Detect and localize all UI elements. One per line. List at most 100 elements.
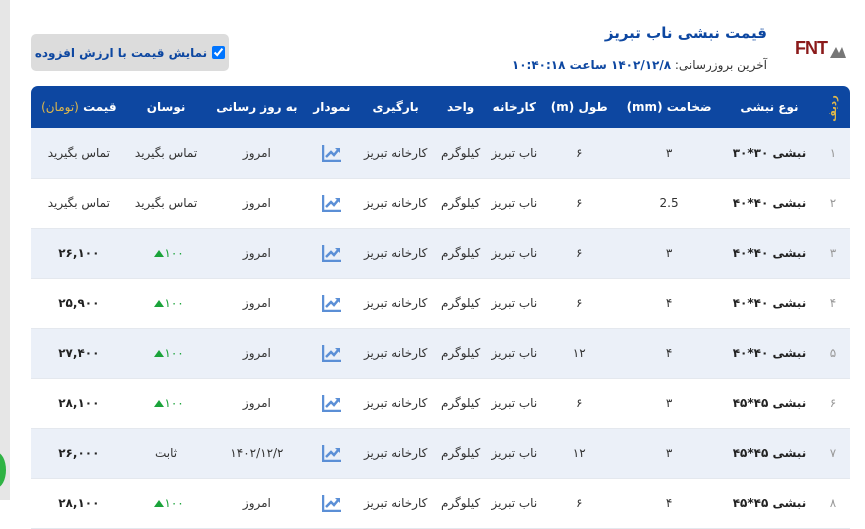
column-header: نوسان: [127, 86, 206, 128]
cell-len: ۶: [576, 196, 583, 210]
column-header: نوع نبشی: [723, 86, 816, 128]
cell-price: ۲۶,۰۰۰: [58, 446, 100, 460]
chart-icon[interactable]: [321, 494, 342, 513]
cell-price: ۲۸,۱۰۰: [58, 396, 100, 410]
cell-change: ۱۰۰: [127, 378, 206, 428]
column-header: ردیف: [816, 86, 850, 128]
cell-name: نبشی ۴۰*۴۰: [732, 296, 807, 310]
cell-thick: ۳: [665, 246, 673, 260]
chart-icon[interactable]: [321, 244, 342, 263]
cell-thick: ۴: [665, 296, 673, 310]
cell-len: ۶: [576, 145, 583, 160]
cell-chart: [308, 178, 355, 228]
up-arrow-icon: [154, 250, 165, 257]
chart-icon[interactable]: [321, 144, 342, 162]
floating-button[interactable]: [0, 452, 6, 488]
cell-change: تماس بگیرید: [127, 128, 206, 178]
vat-checkbox[interactable]: [212, 46, 226, 59]
cell-price: ۲۵,۹۰۰: [58, 296, 100, 310]
up-arrow-icon: [154, 300, 165, 307]
cell-thick: 2.5: [659, 196, 679, 210]
cell-price: ۲۸,۱۰۰: [58, 496, 100, 510]
cell-name: نبشی ۳۰*۳۰: [732, 145, 807, 160]
column-header: نمودار: [308, 86, 355, 128]
cell-len: ۶: [576, 296, 583, 310]
cell-upd: امروز: [242, 246, 271, 260]
cell-idx: ۵: [829, 346, 837, 360]
cell-thick: ۴: [665, 496, 673, 510]
cell-idx: ۲: [829, 196, 837, 210]
cell-upd: امروز: [242, 396, 271, 410]
cell-chart: [308, 478, 355, 528]
logo-text: FNT: [795, 38, 828, 58]
column-header-label: ردیف: [827, 95, 839, 122]
cell-unit: کیلوگرم: [440, 446, 481, 460]
cell-load: کارخانه تبریز: [363, 145, 428, 160]
cell-upd: امروز: [242, 296, 271, 310]
cell-chart: [308, 378, 355, 428]
cell-factory: ناب تبریز: [491, 145, 538, 160]
cell-price: تماس بگیرید: [47, 145, 110, 160]
cell-name: نبشی ۴۰*۴۰: [732, 246, 807, 260]
cell-unit: کیلوگرم: [440, 396, 481, 410]
logo: FNT: [795, 38, 847, 59]
chart-icon[interactable]: [321, 194, 342, 213]
cell-name: نبشی ۴۵*۴۵: [732, 446, 807, 460]
column-header-label: نوع نبشی: [740, 100, 799, 114]
cell-upd: امروز: [242, 496, 271, 510]
column-header-label: به روز رسانی: [216, 100, 298, 114]
column-header: واحد: [436, 86, 486, 128]
change-value: ۱۰۰: [164, 296, 184, 310]
cell-unit: کیلوگرم: [440, 196, 481, 210]
table-row: ۵ نبشی ۴۰*۴۰ ۴ ۱۲ ناب تبریز کیلوگرم کارخانه تب…: [31, 328, 850, 378]
cell-thick: ۳: [665, 396, 673, 410]
cell-thick: ۴: [665, 346, 673, 360]
cell-price: ۲۷,۴۰۰: [58, 346, 100, 360]
cell-idx: ۴: [829, 296, 837, 310]
column-header-label: قیمت: [83, 100, 117, 114]
cell-factory: ناب تبریز: [491, 446, 538, 460]
up-arrow-icon: [154, 350, 165, 357]
cell-factory: ناب تبریز: [491, 246, 538, 260]
price-unit: (تومان): [41, 100, 79, 114]
cell-unit: کیلوگرم: [440, 346, 481, 360]
cell-name: نبشی ۴۵*۴۵: [732, 496, 807, 510]
cell-factory: ناب تبریز: [491, 296, 538, 310]
cell-chart: [308, 328, 355, 378]
cell-name: نبشی ۴۰*۴۰: [732, 196, 807, 210]
chart-icon[interactable]: [321, 344, 342, 363]
cell-chart: [308, 228, 355, 278]
vat-toggle[interactable]: نمایش قیمت با ارزش افزوده: [31, 34, 229, 71]
cell-idx: ۶: [829, 396, 837, 410]
cell-upd: امروز: [242, 145, 271, 160]
column-header: کارخانه: [485, 86, 543, 128]
cell-len: ۱۲: [572, 446, 586, 460]
chart-icon[interactable]: [321, 394, 342, 413]
change-value: تماس بگیرید: [134, 145, 198, 160]
last-update: آخرین بروزرسانی: ۱۴۰۲/۱۲/۸ ساعت ۱۰:۴۰:۱۸: [512, 58, 767, 72]
cell-factory: ناب تبریز: [491, 396, 538, 410]
table-row: ۸ نبشی ۴۵*۴۵ ۴ ۶ ناب تبریز کیلوگرم کارخانه تبر…: [31, 478, 850, 528]
last-update-value: ۱۴۰۲/۱۲/۸ ساعت ۱۰:۴۰:۱۸: [511, 58, 672, 72]
up-arrow-icon: [154, 400, 165, 407]
cell-unit: کیلوگرم: [440, 246, 481, 260]
cell-load: کارخانه تبریز: [363, 346, 428, 360]
cell-name: نبشی ۴۰*۴۰: [732, 346, 807, 360]
cell-len: ۶: [576, 496, 583, 510]
column-header: بارگیری: [356, 86, 436, 128]
table-row: ۲ نبشی ۴۰*۴۰ 2.5 ۶ ناب تبریز کیلوگرم کارخانه ت…: [31, 178, 850, 228]
cell-chart: [308, 128, 355, 178]
cell-change: ۱۰۰: [127, 478, 206, 528]
last-update-label: آخرین بروزرسانی:: [674, 58, 767, 72]
cell-upd: امروز: [242, 346, 271, 360]
cell-unit: کیلوگرم: [440, 145, 481, 160]
chart-icon[interactable]: [321, 294, 342, 313]
table-row: ۶ نبشی ۴۵*۴۵ ۳ ۶ ناب تبریز کیلوگرم کارخانه تبر…: [31, 378, 850, 428]
logo-mark-icon: [830, 47, 846, 58]
cell-chart: [308, 278, 355, 328]
cell-load: کارخانه تبریز: [363, 496, 428, 510]
column-header-label: نوسان: [146, 100, 186, 114]
change-value: ثابت: [154, 446, 178, 460]
change-value: ۱۰۰: [164, 246, 184, 260]
chart-icon[interactable]: [321, 444, 342, 463]
